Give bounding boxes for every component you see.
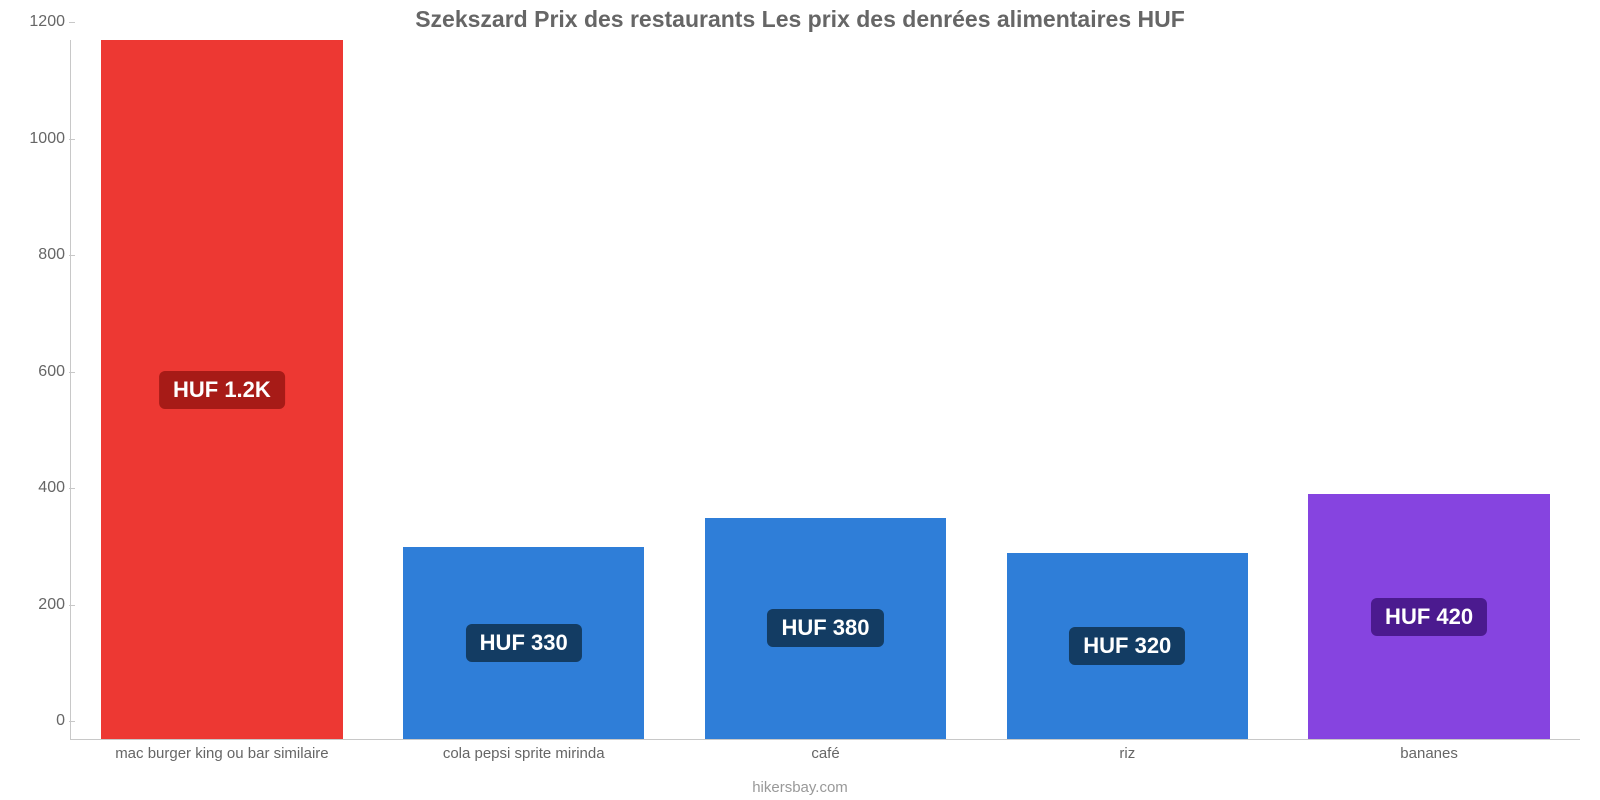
y-tick-mark (69, 488, 75, 489)
bar: HUF 1.2K (101, 40, 342, 739)
y-tick-mark (69, 372, 75, 373)
chart-title: Szekszard Prix des restaurants Les prix … (0, 6, 1600, 33)
y-tick: 600 (17, 363, 65, 381)
y-tick-label: 400 (38, 479, 65, 496)
y-tick: 200 (17, 596, 65, 614)
plot-area: HUF 1.2Kmac burger king ou bar similaire… (70, 40, 1580, 740)
value-badge: HUF 320 (1069, 627, 1185, 665)
x-category-label: riz (976, 745, 1278, 762)
bar-slot: HUF 420bananes (1278, 40, 1580, 739)
value-badge: HUF 420 (1371, 598, 1487, 636)
bars-container: HUF 1.2Kmac burger king ou bar similaire… (71, 40, 1580, 739)
price-bar-chart: Szekszard Prix des restaurants Les prix … (0, 0, 1600, 800)
bar: HUF 320 (1007, 553, 1248, 739)
y-tick: 1000 (17, 130, 65, 148)
y-tick-label: 600 (38, 363, 65, 380)
y-tick-label: 0 (56, 712, 65, 729)
y-tick-mark (69, 22, 75, 23)
bar: HUF 420 (1308, 494, 1549, 739)
y-tick: 0 (17, 712, 65, 730)
value-badge: HUF 330 (466, 624, 582, 662)
y-tick: 1200 (17, 13, 65, 31)
bar-slot: HUF 380café (675, 40, 977, 739)
x-category-label: bananes (1278, 745, 1580, 762)
y-tick-mark (69, 605, 75, 606)
y-tick-mark (69, 721, 75, 722)
x-category-label: mac burger king ou bar similaire (71, 745, 373, 762)
bar: HUF 330 (403, 547, 644, 739)
bar-slot: HUF 320riz (976, 40, 1278, 739)
bar: HUF 380 (705, 518, 946, 739)
value-badge: HUF 1.2K (159, 371, 285, 409)
x-category-label: café (675, 745, 977, 762)
bar-slot: HUF 330cola pepsi sprite mirinda (373, 40, 675, 739)
y-tick-label: 200 (38, 596, 65, 613)
y-tick: 400 (17, 479, 65, 497)
y-tick-label: 1200 (29, 13, 65, 30)
y-tick-label: 800 (38, 246, 65, 263)
y-tick: 800 (17, 246, 65, 264)
bar-slot: HUF 1.2Kmac burger king ou bar similaire (71, 40, 373, 739)
chart-footer: hikersbay.com (0, 779, 1600, 796)
y-tick-mark (69, 255, 75, 256)
x-category-label: cola pepsi sprite mirinda (373, 745, 675, 762)
value-badge: HUF 380 (767, 609, 883, 647)
y-tick-mark (69, 139, 75, 140)
y-tick-label: 1000 (29, 130, 65, 147)
